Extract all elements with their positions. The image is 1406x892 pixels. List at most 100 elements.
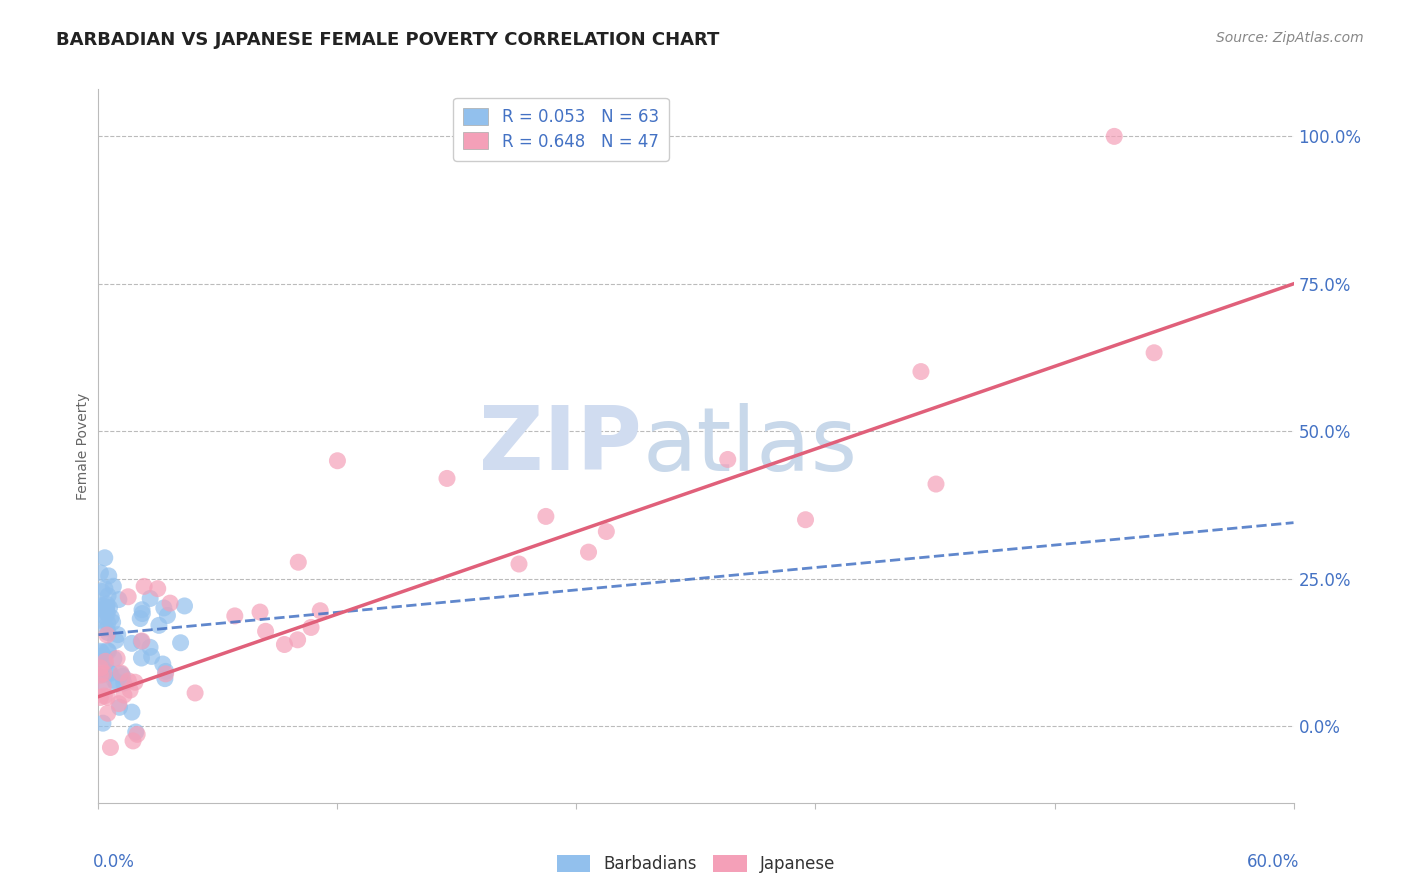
Point xyxy=(94,609,117,624)
Point xyxy=(120,683,142,698)
Point xyxy=(110,666,132,681)
Point xyxy=(91,675,114,690)
Point xyxy=(89,644,111,658)
Text: 60.0%: 60.0% xyxy=(1247,853,1299,871)
Point xyxy=(578,545,600,559)
Point xyxy=(93,689,115,703)
Point xyxy=(925,477,948,491)
Point xyxy=(910,365,932,379)
Text: BARBADIAN VS JAPANESE FEMALE POVERTY CORRELATION CHART: BARBADIAN VS JAPANESE FEMALE POVERTY COR… xyxy=(56,31,720,49)
Point xyxy=(96,600,118,615)
Point xyxy=(89,613,111,627)
Point xyxy=(97,569,120,583)
Point xyxy=(103,652,125,666)
Point xyxy=(97,616,120,631)
Point xyxy=(91,667,114,681)
Point xyxy=(131,603,153,617)
Point xyxy=(111,669,134,683)
Point xyxy=(101,615,124,630)
Point xyxy=(91,716,114,731)
Point xyxy=(89,668,111,682)
Point xyxy=(91,584,114,599)
Point xyxy=(117,673,139,688)
Point xyxy=(794,513,817,527)
Point xyxy=(155,666,177,681)
Point xyxy=(97,589,120,603)
Point xyxy=(108,700,131,714)
Point xyxy=(117,590,139,604)
Point xyxy=(96,602,118,616)
Point xyxy=(153,601,176,615)
Legend: Barbadians, Japanese: Barbadians, Japanese xyxy=(550,848,842,880)
Point xyxy=(103,579,125,593)
Text: atlas: atlas xyxy=(643,402,858,490)
Point xyxy=(254,624,277,639)
Point xyxy=(108,592,131,607)
Text: 0.0%: 0.0% xyxy=(93,853,135,871)
Point xyxy=(139,591,162,606)
Point xyxy=(1102,129,1125,144)
Point xyxy=(100,740,122,755)
Point xyxy=(131,651,153,665)
Point xyxy=(105,651,128,665)
Point xyxy=(112,688,135,702)
Text: Source: ZipAtlas.com: Source: ZipAtlas.com xyxy=(1216,31,1364,45)
Point xyxy=(108,697,131,711)
Point xyxy=(100,610,122,624)
Point xyxy=(89,600,111,615)
Point xyxy=(97,644,120,658)
Point xyxy=(104,633,127,648)
Point xyxy=(309,604,332,618)
Point xyxy=(96,628,118,642)
Point xyxy=(717,452,740,467)
Point xyxy=(153,672,176,686)
Point xyxy=(112,676,135,690)
Point xyxy=(91,680,114,694)
Point xyxy=(131,607,153,621)
Point xyxy=(169,636,191,650)
Point xyxy=(326,454,349,468)
Point xyxy=(287,632,309,647)
Point xyxy=(93,650,115,665)
Point xyxy=(89,649,111,664)
Point xyxy=(127,727,149,741)
Point xyxy=(124,675,146,690)
Point xyxy=(90,646,112,660)
Point xyxy=(534,509,557,524)
Point xyxy=(508,557,530,571)
Point xyxy=(107,628,129,642)
Point xyxy=(129,611,152,625)
Point xyxy=(155,665,177,679)
Point xyxy=(97,706,120,721)
Point xyxy=(103,673,125,688)
Point xyxy=(129,634,152,648)
Point xyxy=(94,657,117,672)
Point xyxy=(94,582,117,596)
Point xyxy=(105,677,128,691)
Point xyxy=(122,734,145,748)
Point xyxy=(96,598,118,612)
Point xyxy=(436,471,458,485)
Point xyxy=(96,622,118,636)
Point xyxy=(156,608,179,623)
Point xyxy=(121,636,143,650)
Point xyxy=(89,566,111,580)
Point xyxy=(273,638,295,652)
Point xyxy=(1143,345,1166,359)
Point xyxy=(89,690,111,705)
Y-axis label: Female Poverty: Female Poverty xyxy=(76,392,90,500)
Point xyxy=(159,596,181,610)
Point xyxy=(98,666,121,681)
Point xyxy=(146,582,169,596)
Point xyxy=(90,599,112,613)
Point xyxy=(94,550,117,565)
Point xyxy=(96,643,118,657)
Point xyxy=(152,657,174,671)
Point xyxy=(125,725,148,739)
Point xyxy=(184,686,207,700)
Point xyxy=(96,690,118,705)
Point xyxy=(93,666,115,681)
Point xyxy=(98,600,121,615)
Point xyxy=(148,618,170,632)
Point xyxy=(93,602,115,616)
